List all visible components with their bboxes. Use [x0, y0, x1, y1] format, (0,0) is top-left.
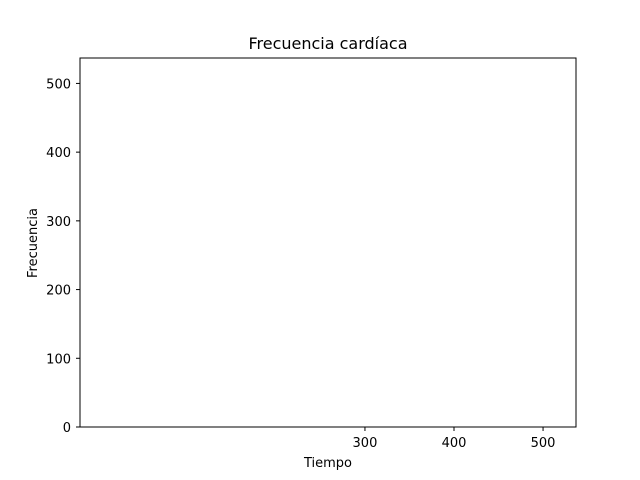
- x-tick-label: 400: [442, 436, 467, 451]
- y-tick-label: 500: [46, 77, 71, 92]
- plot-area: [79, 57, 577, 428]
- x-axis-label: Tiempo: [303, 456, 352, 471]
- chart-title: Frecuencia cardíaca: [248, 34, 407, 53]
- x-tick-label: 300: [353, 436, 378, 451]
- y-tick-label: 200: [46, 284, 71, 299]
- x-tick-label: 500: [531, 436, 556, 451]
- y-axis: 0 100 200 300 400 500: [46, 77, 80, 436]
- y-tick-label: 0: [63, 421, 71, 436]
- y-tick-label: 400: [46, 146, 71, 161]
- y-axis-label: Frecuencia: [26, 208, 41, 278]
- y-tick-label: 300: [46, 215, 71, 230]
- y-tick-label: 100: [46, 352, 71, 367]
- axes-frame: [79, 57, 577, 428]
- x-axis: 300 400 500: [353, 427, 556, 451]
